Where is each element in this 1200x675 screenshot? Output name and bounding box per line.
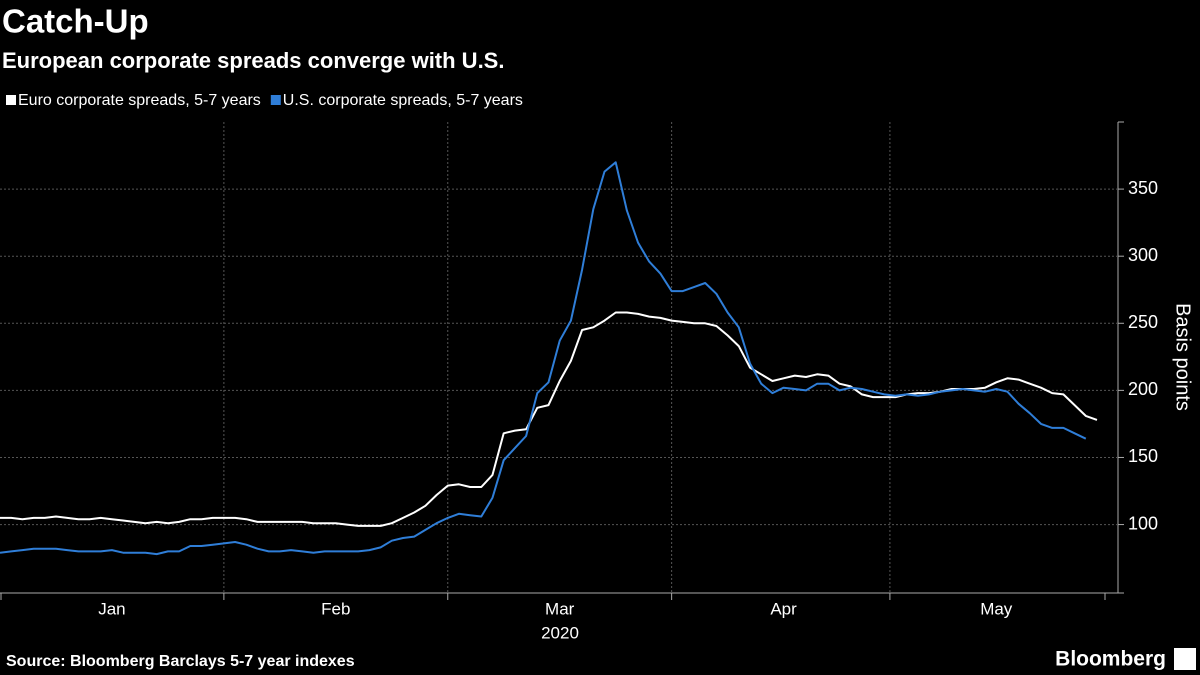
x-tick-label: Mar xyxy=(545,599,575,618)
y-tick-label: 200 xyxy=(1128,379,1158,399)
x-tick-label: Jan xyxy=(98,599,125,618)
legend-swatch xyxy=(6,95,16,105)
legend: Euro corporate spreads, 5-7 years U.S. co… xyxy=(6,92,523,109)
y-tick-label: 150 xyxy=(1128,446,1158,466)
y-tick-label: 250 xyxy=(1128,312,1158,332)
y-tick-label: 100 xyxy=(1128,513,1158,533)
brand-icon xyxy=(1174,648,1196,670)
series-line xyxy=(0,311,1098,527)
x-year-label: 2020 xyxy=(541,623,579,642)
x-tick-label: May xyxy=(980,599,1013,618)
x-tick-label: Apr xyxy=(770,599,797,618)
x-tick-label: Feb xyxy=(321,599,350,618)
series-line xyxy=(0,161,1087,556)
chart-title: Catch-Up xyxy=(2,3,149,40)
y-tick-label: 350 xyxy=(1128,178,1158,198)
legend-label: U.S. corporate spreads, 5-7 years xyxy=(283,92,523,109)
legend-swatch xyxy=(270,95,281,105)
y-tick-label: 300 xyxy=(1128,245,1158,265)
chart-subtitle: European corporate spreads converge with… xyxy=(2,48,504,73)
source-note: Source: Bloomberg Barclays 5-7 year inde… xyxy=(6,653,355,670)
y-axis-label: Basis points xyxy=(1172,303,1194,411)
legend-label: Euro corporate spreads, 5-7 years xyxy=(18,92,261,109)
brand: Bloomberg xyxy=(1055,648,1166,671)
